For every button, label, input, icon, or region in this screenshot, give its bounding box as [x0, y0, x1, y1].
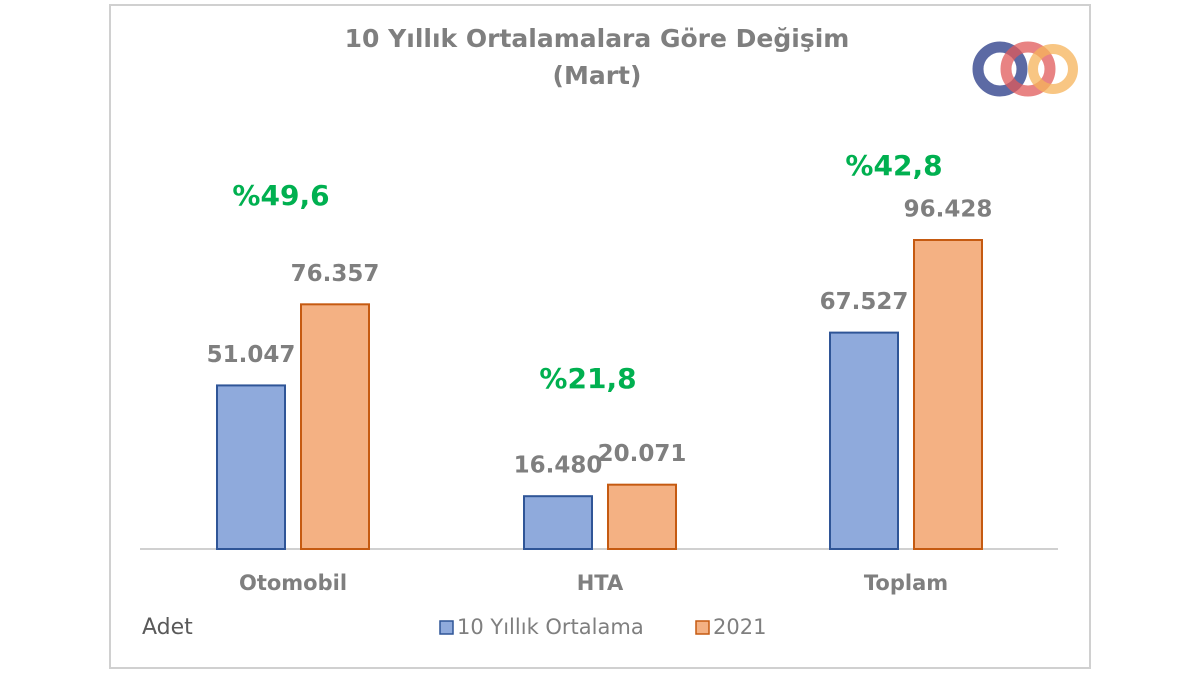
legend-swatch: [439, 620, 454, 635]
value-label: 76.357: [291, 261, 380, 287]
legend-label: 2021: [713, 615, 766, 639]
value-label: 51.047: [207, 342, 296, 368]
bar: [607, 483, 677, 551]
legend-label: 10 Yıllık Ortalama: [457, 615, 644, 639]
logo: [972, 41, 1078, 97]
legend-swatch: [695, 620, 710, 635]
value-label: 96.428: [904, 197, 993, 223]
chart-subtitle: (Mart): [553, 61, 642, 90]
annotation: %42,8: [845, 149, 942, 182]
value-label: 20.071: [598, 441, 687, 467]
chart-title: 10 Yıllık Ortalamalara Göre Değişim: [345, 24, 850, 53]
annotation: %21,8: [539, 362, 636, 395]
annotation: %49,6: [232, 179, 329, 212]
x-tick-label: Otomobil: [239, 571, 347, 595]
x-tick-label: Toplam: [864, 571, 948, 595]
x-tick-label: HTA: [577, 571, 624, 595]
bar: [913, 239, 983, 550]
value-label: 67.527: [820, 289, 909, 315]
bar: [300, 303, 370, 550]
unit-label: Adet: [142, 615, 193, 640]
bar: [216, 384, 286, 550]
bar: [523, 495, 593, 550]
bar: [829, 331, 899, 550]
value-label: 16.480: [514, 453, 603, 479]
